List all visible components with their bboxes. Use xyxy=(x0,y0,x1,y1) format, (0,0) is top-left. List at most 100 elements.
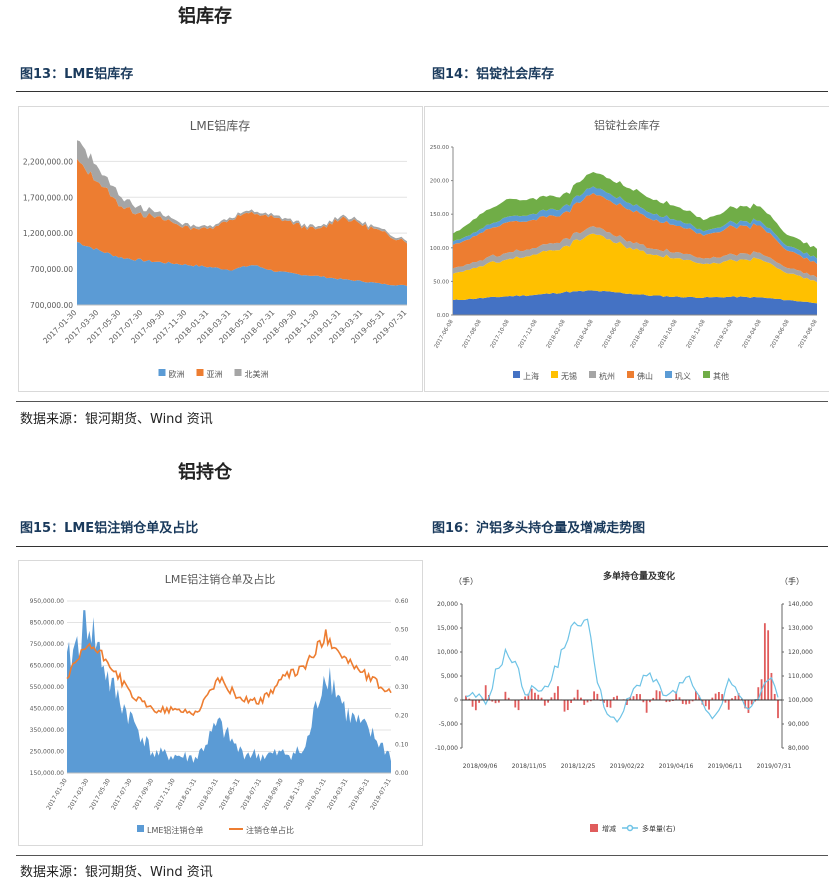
chart-title: 多单持仓量及变化 xyxy=(603,570,675,582)
right-unit-label: （手） xyxy=(780,576,804,586)
y-left-tick-label: 15,000 xyxy=(437,625,458,632)
figure-14-label: 图14：铝锭社会库存 xyxy=(432,63,554,82)
x-tick-label: 2018-10-08 xyxy=(658,319,679,350)
legend-swatch-3 xyxy=(627,371,634,378)
bar-increment xyxy=(728,700,730,710)
x-tick-label: 2019/07/31 xyxy=(757,763,792,770)
bar-increment xyxy=(593,691,595,700)
y-tick-label: 150.00 xyxy=(430,212,450,218)
x-tick-label: 2018/12/25 xyxy=(561,763,596,770)
bar-increment xyxy=(767,630,769,700)
legend-label-2: 杭州 xyxy=(599,371,615,381)
y-left-tick-label: 950,000.00 xyxy=(30,598,65,605)
bar-increment xyxy=(537,695,539,700)
bar-increment xyxy=(639,694,641,700)
y-right-tick-label: 140,000 xyxy=(788,601,813,608)
figure-13-label: 图13：LME铝库存 xyxy=(20,63,133,82)
x-tick-label: 2018-05-31 xyxy=(218,777,242,811)
x-tick-label: 2017-03-30 xyxy=(67,777,91,811)
bar-increment xyxy=(577,690,579,700)
x-tick-label: 2018-06-08 xyxy=(602,319,623,350)
bar-increment xyxy=(708,700,710,710)
legend-swatch-increment xyxy=(590,824,598,832)
y-left-tick-label: 20,000 xyxy=(437,601,458,608)
x-tick-label: 2019/04/16 xyxy=(659,763,694,770)
bar-increment xyxy=(505,692,507,700)
legend-label-2: 北美洲 xyxy=(245,369,269,379)
y-right-tick-label: 0.50 xyxy=(395,627,409,634)
legend-label-0: 欧洲 xyxy=(169,369,185,379)
x-tick-label: 2019-06-08 xyxy=(770,319,791,350)
bar-increment xyxy=(475,700,477,710)
x-tick-label: 2017-10-08 xyxy=(490,319,511,350)
y-tick-label: 100.00 xyxy=(430,246,450,252)
legend-label-1: 注销仓单占比 xyxy=(246,825,294,835)
bar-increment xyxy=(596,694,598,700)
legend-swatch-0 xyxy=(513,371,520,378)
bar-increment xyxy=(567,700,569,710)
chart-social-inventory: 铝锭社会库存0.0050.00100.00150.00200.00250.002… xyxy=(425,107,829,391)
x-tick-label: 2017-11-30 xyxy=(153,777,177,811)
bar-increment xyxy=(616,696,618,700)
x-tick-label: 2017-05-30 xyxy=(88,777,112,811)
section-title-positions: 铝持仓 xyxy=(178,458,232,484)
y-right-tick-label: 0.30 xyxy=(395,684,409,691)
y-left-tick-label: 150,000.00 xyxy=(30,770,65,777)
chart-title: 铝锭社会库存 xyxy=(594,118,660,132)
figure-divider-bottom xyxy=(16,546,828,547)
y-left-tick-label: 750,000.00 xyxy=(30,641,65,648)
bar-increment xyxy=(718,692,720,700)
chart-long-positions: 多单持仓量及变化（手）（手）-10,000-5,00005,00010,0001… xyxy=(424,560,828,850)
legend-swatch-1 xyxy=(551,371,558,378)
legend-label-1: 亚洲 xyxy=(207,370,223,379)
y-left-tick-label: 250,000.00 xyxy=(30,749,65,756)
x-tick-label: 2018-02-08 xyxy=(546,319,567,350)
x-tick-label: 2018-11-30 xyxy=(283,777,307,811)
figure-15-label: 图15：LME铝注销仓单及占比 xyxy=(20,517,198,536)
x-tick-label: 2019-01-31 xyxy=(304,777,328,811)
bar-increment xyxy=(748,700,750,713)
y-tick-label: 250.00 xyxy=(430,145,450,151)
data-source-2: 数据来源：银河期货、Wind 资讯 xyxy=(20,861,213,880)
data-source-1: 数据来源：银河期货、Wind 资讯 xyxy=(20,408,213,427)
legend-marker-long xyxy=(628,826,633,831)
x-tick-label: 2018-04-08 xyxy=(574,319,595,350)
chart-lme-inventory: LME铝库存2,200,000.001,700,000.001,200,000.… xyxy=(19,107,422,391)
x-tick-label: 2018-12-08 xyxy=(686,319,707,350)
legend-swatch-2 xyxy=(589,371,596,378)
x-tick-label: 2019-03-31 xyxy=(326,777,350,811)
bar-increment xyxy=(682,700,684,704)
legend-label-long: 多单量(右) xyxy=(642,824,676,833)
y-tick-label: 200.00 xyxy=(430,179,450,185)
x-tick-label: 2019-04-08 xyxy=(742,319,763,350)
x-tick-label: 2017-12-08 xyxy=(518,319,539,350)
y-tick-label: 700,000.00 xyxy=(30,265,73,274)
y-right-tick-label: 120,000 xyxy=(788,649,813,656)
bar-increment xyxy=(633,696,635,700)
legend-swatch-4 xyxy=(665,371,672,378)
y-right-tick-label: 0.10 xyxy=(395,741,409,748)
x-tick-label: 2017-07-30 xyxy=(110,777,134,811)
bar-increment xyxy=(774,694,776,700)
y-right-tick-label: 0.40 xyxy=(395,655,409,662)
bar-increment xyxy=(764,623,766,700)
bar-increment xyxy=(715,694,717,700)
y-left-tick-label: -10,000 xyxy=(435,745,458,752)
legend-label-1: 无锡 xyxy=(561,372,577,381)
x-tick-label: 2019-08-08 xyxy=(798,319,819,350)
legend-swatch-2 xyxy=(235,369,242,376)
bar-increment xyxy=(472,700,474,707)
y-tick-label: 50.00 xyxy=(433,279,449,285)
x-tick-label: 2018/11/05 xyxy=(512,763,547,770)
bar-increment xyxy=(734,696,736,700)
y-left-tick-label: 850,000.00 xyxy=(30,620,65,627)
legend-swatch-5 xyxy=(703,371,710,378)
x-tick-label: 2018-03-31 xyxy=(196,777,220,811)
source-divider-1 xyxy=(16,401,828,402)
x-tick-label: 2018-09-30 xyxy=(261,777,285,811)
bar-increment xyxy=(531,689,533,700)
bar-increment xyxy=(564,700,566,712)
